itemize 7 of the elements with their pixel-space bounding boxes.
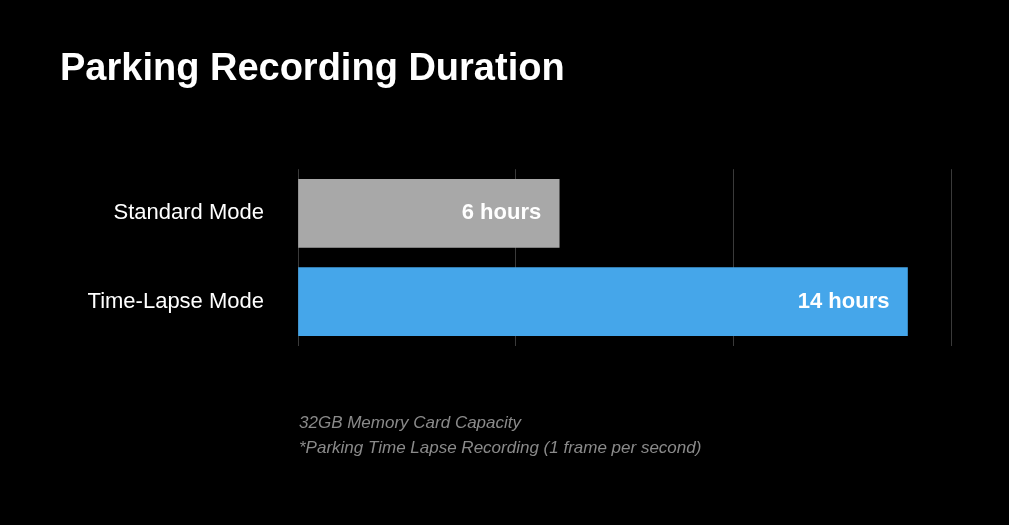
text: 32GB Memory Card Capacity: [299, 412, 523, 434]
y-tick-label: Standard Mode: [113, 199, 264, 225]
y-tick-label: Time-Lapse Mode: [87, 287, 264, 313]
data-label: 6 hours: [461, 199, 542, 225]
text: *Parking Time Lapse Recording (1 frame per second): [299, 437, 702, 459]
data-label: 14 hours: [797, 287, 890, 313]
chart-title: Parking Recording Duration: [60, 46, 565, 89]
